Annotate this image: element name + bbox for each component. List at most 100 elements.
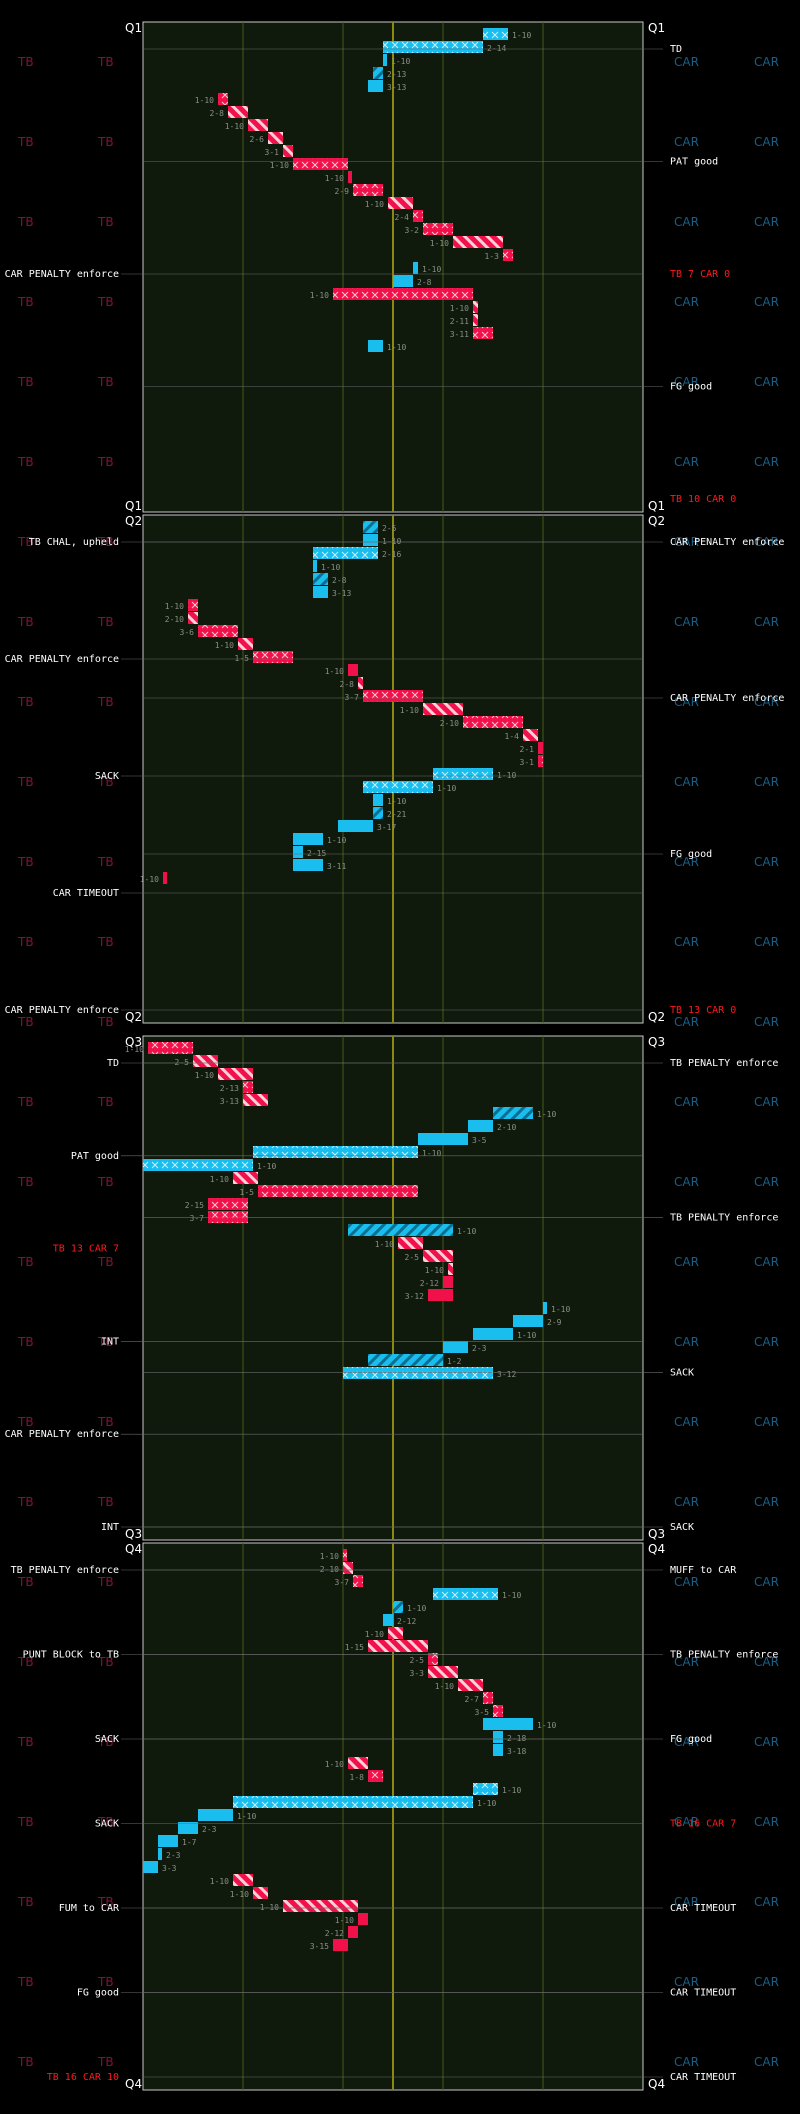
quarter-label: Q2 — [125, 514, 142, 528]
down-distance-label: 1-10 — [457, 1227, 476, 1236]
car-play-bar — [143, 1861, 158, 1873]
ghost-car-label: CAR — [754, 455, 779, 469]
down-distance-label: 2-13 — [220, 1084, 239, 1093]
down-distance-label: 1-10 — [435, 1682, 454, 1691]
down-distance-label: 1-3 — [485, 252, 500, 261]
ghost-tb-label: TB — [17, 295, 34, 309]
tb-play-bar — [353, 1575, 363, 1587]
ghost-car-label: CAR — [754, 1175, 779, 1189]
tb-play-bar — [423, 223, 453, 235]
car-play-bar — [158, 1835, 178, 1847]
down-distance-label: 2-8 — [340, 680, 355, 689]
ghost-car-label: CAR — [754, 615, 779, 629]
down-distance-label: 2-6 — [250, 135, 265, 144]
tb-play-bar — [538, 755, 543, 767]
down-distance-label: 3-13 — [387, 83, 406, 92]
down-distance-label: 1-10 — [230, 1890, 249, 1899]
event-label: CAR TIMEOUT — [670, 1903, 736, 1914]
quarter-label: Q1 — [648, 499, 665, 513]
ghost-car-label: CAR — [674, 1735, 699, 1749]
car-play-bar — [293, 859, 323, 871]
quarter-label: Q4 — [648, 1542, 665, 1556]
tb-play-bar — [283, 1900, 358, 1912]
down-distance-label: 2-12 — [397, 1617, 416, 1626]
ghost-car-label: CAR — [754, 1335, 779, 1349]
ghost-car-label: CAR — [754, 1495, 779, 1509]
tb-play-bar — [363, 690, 423, 702]
tb-play-bar — [283, 145, 293, 157]
ghost-car-label: CAR — [754, 1255, 779, 1269]
event-label: CAR PENALTY enforce — [670, 537, 784, 548]
event-label: CAR TIMEOUT — [670, 1988, 736, 1999]
down-distance-label: 3-5 — [472, 1136, 487, 1145]
car-play-bar — [368, 340, 383, 352]
car-play-bar — [493, 1744, 503, 1756]
down-distance-label: 1-10 — [325, 174, 344, 183]
car-play-bar — [383, 54, 387, 66]
tb-play-bar — [243, 1081, 253, 1093]
tb-play-bar — [368, 1770, 383, 1782]
down-distance-label: 1-10 — [140, 875, 159, 884]
tb-play-bar — [343, 1562, 353, 1574]
down-distance-label: 3-13 — [332, 589, 351, 598]
down-distance-label: 1-10 — [450, 304, 469, 313]
down-distance-label: 1-10 — [365, 200, 384, 209]
down-distance-label: 1-10 — [325, 1760, 344, 1769]
tb-play-bar — [193, 1055, 218, 1067]
car-play-bar — [343, 1367, 493, 1379]
down-distance-label: 3-12 — [497, 1370, 516, 1379]
tb-play-bar — [258, 1185, 418, 1197]
tb-play-bar — [428, 1289, 453, 1301]
tb-play-bar — [398, 1237, 423, 1249]
tb-play-bar — [503, 249, 513, 261]
down-distance-label: 3-1 — [265, 148, 280, 157]
ghost-car-label: CAR — [674, 1175, 699, 1189]
down-distance-label: 2-14 — [487, 44, 506, 53]
down-distance-label: 2-3 — [166, 1851, 181, 1860]
ghost-tb-label: TB — [97, 855, 114, 869]
down-distance-label: 2-8 — [210, 109, 225, 118]
event-label: CAR PENALTY enforce — [5, 269, 119, 280]
ghost-car-label: CAR — [754, 775, 779, 789]
down-distance-label: 3-13 — [220, 1097, 239, 1106]
ghost-tb-label: TB — [97, 1015, 114, 1029]
ghost-tb-label: TB — [97, 2055, 114, 2069]
tb-play-bar — [443, 1276, 453, 1288]
ghost-car-label: CAR — [674, 1895, 699, 1909]
tb-play-bar — [163, 872, 167, 884]
car-play-bar — [493, 1107, 533, 1119]
ghost-car-label: CAR — [754, 1815, 779, 1829]
down-distance-label: 2-16 — [382, 550, 401, 559]
ghost-car-label: CAR — [754, 375, 779, 389]
down-distance-label: 1-5 — [240, 1188, 255, 1197]
ghost-tb-label: TB — [17, 1975, 34, 1989]
ghost-tb-label: TB — [97, 1415, 114, 1429]
event-label: PAT good — [71, 1151, 119, 1162]
car-play-bar — [143, 1159, 253, 1171]
quarter-label: Q2 — [125, 1010, 142, 1024]
tb-play-bar — [148, 1042, 193, 1054]
event-label: TD — [107, 1058, 119, 1069]
event-label: SACK — [95, 1734, 119, 1745]
tb-play-bar — [348, 1757, 368, 1769]
quarter-label: Q4 — [648, 2077, 665, 2091]
quarter-label: Q1 — [125, 21, 142, 35]
car-play-bar — [473, 1783, 498, 1795]
tb-play-bar — [413, 210, 423, 222]
down-distance-label: 3-17 — [377, 823, 396, 832]
ghost-tb-label: TB — [97, 1255, 114, 1269]
event-label: CAR PENALTY enforce — [5, 1429, 119, 1440]
ghost-tb-label: TB — [17, 1895, 34, 1909]
ghost-car-label: CAR — [674, 1415, 699, 1429]
down-distance-label: 2-10 — [440, 719, 459, 728]
quarter-label: Q3 — [125, 1527, 142, 1541]
down-distance-label: 3-2 — [405, 226, 420, 235]
tb-play-bar — [538, 742, 543, 754]
car-play-bar — [178, 1822, 198, 1834]
down-distance-label: 3-11 — [327, 862, 346, 871]
ghost-tb-label: TB — [97, 1655, 114, 1669]
